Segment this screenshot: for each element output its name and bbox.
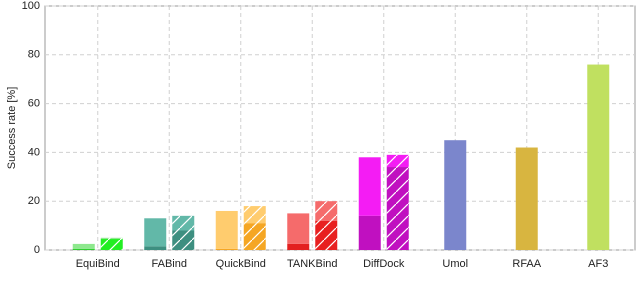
y-tick-label: 0 bbox=[34, 244, 40, 256]
x-tick-label: AF3 bbox=[588, 258, 608, 270]
x-tick-label: DiffDock bbox=[363, 258, 405, 270]
bar-segment bbox=[215, 248, 238, 250]
bar-hatch bbox=[243, 223, 266, 250]
x-tick-label: Umol bbox=[442, 258, 468, 270]
bar-hatch bbox=[172, 230, 195, 250]
x-tick-label: EquiBind bbox=[76, 258, 120, 270]
y-tick-label: 60 bbox=[28, 98, 40, 110]
y-tick-label: 20 bbox=[28, 195, 40, 207]
bar-hatch bbox=[315, 220, 338, 250]
bar-hatch bbox=[386, 154, 409, 168]
y-tick-label: 40 bbox=[28, 146, 40, 158]
bar-segment bbox=[144, 218, 167, 247]
bar-hatch bbox=[315, 201, 338, 221]
bar-hatch bbox=[100, 237, 123, 240]
x-tick-label: FABind bbox=[152, 258, 187, 270]
bar-segment bbox=[287, 243, 310, 250]
bar-hatch bbox=[172, 215, 195, 231]
y-tick-label: 100 bbox=[22, 0, 40, 12]
bar-segment bbox=[144, 246, 167, 250]
bar-hatch bbox=[386, 167, 409, 250]
bar-hatch bbox=[243, 206, 266, 224]
y-tick-label: 80 bbox=[28, 49, 40, 61]
bar-segment bbox=[515, 147, 538, 250]
bar-segment bbox=[444, 140, 467, 250]
bar-segment bbox=[358, 157, 381, 216]
bar-segment bbox=[215, 210, 238, 249]
bar-hatch bbox=[100, 239, 123, 250]
x-tick-label: RFAA bbox=[512, 258, 541, 270]
bar-segment bbox=[72, 243, 95, 249]
bar-segment bbox=[358, 215, 381, 250]
x-tick-label: QuickBind bbox=[216, 258, 266, 270]
x-tick-label: TANKBind bbox=[287, 258, 338, 270]
bar-segment bbox=[72, 248, 95, 250]
plot-frame bbox=[44, 5, 636, 251]
bar-segment bbox=[287, 213, 310, 244]
y-axis-label: Success rate [%] bbox=[6, 87, 18, 170]
bar-segment bbox=[587, 64, 610, 250]
